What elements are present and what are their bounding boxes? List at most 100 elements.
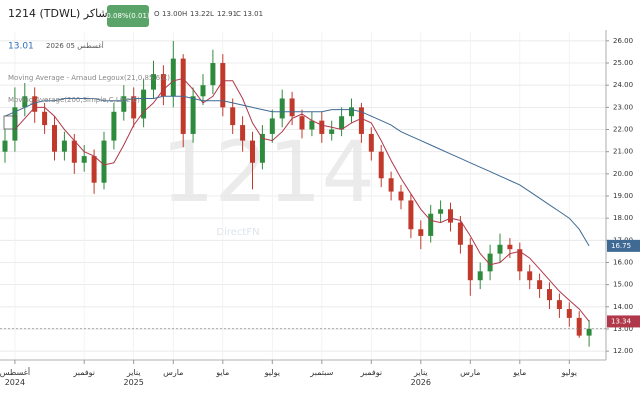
y-tick-label: 22.00 bbox=[613, 126, 633, 134]
candle-body bbox=[121, 96, 127, 112]
candle-body bbox=[556, 300, 562, 310]
candle-body bbox=[170, 58, 176, 97]
candle-body bbox=[190, 96, 196, 134]
candle-body bbox=[319, 120, 325, 134]
price-tag bbox=[607, 239, 640, 252]
candle-body bbox=[329, 129, 335, 134]
y-tick-label: 23.00 bbox=[613, 103, 633, 111]
ma-line bbox=[4, 95, 590, 247]
candle-body bbox=[408, 200, 414, 230]
candle-body bbox=[566, 309, 572, 318]
candle-body bbox=[42, 111, 48, 126]
brand: DirectFN bbox=[216, 227, 259, 238]
x-tick-label: مارس bbox=[163, 368, 184, 377]
ohlc-value: 13.01 bbox=[243, 10, 263, 18]
candle-body bbox=[250, 140, 255, 163]
candle-body bbox=[547, 289, 552, 301]
legend-entry: Moving Average - Arnaud Legoux(21,0.85,6… bbox=[8, 74, 170, 82]
ma-line bbox=[14, 77, 590, 322]
ohlc-label: H bbox=[182, 10, 187, 18]
price-tag-label: 13.34 bbox=[611, 317, 632, 325]
candle-body bbox=[378, 151, 384, 179]
candle-body bbox=[349, 107, 354, 117]
candle-body bbox=[12, 107, 18, 141]
change-badge-bg bbox=[107, 5, 149, 27]
candle-body bbox=[111, 111, 117, 141]
y-tick-label: 21.00 bbox=[613, 148, 633, 156]
x-tick-label: مايو bbox=[216, 368, 230, 377]
change-badge: 0.08%(0.01) bbox=[106, 12, 150, 20]
candle-body bbox=[160, 74, 166, 97]
legend-entry: Moving Average(200,Simple,C,Line,0) bbox=[8, 96, 140, 104]
candle-body bbox=[269, 118, 275, 134]
x-tick-label: مايو bbox=[513, 368, 527, 377]
y-tick-label: 26.00 bbox=[613, 37, 633, 45]
y-tick-label: 15.00 bbox=[613, 281, 633, 289]
candle-body bbox=[22, 96, 28, 108]
y-tick-label: 12.00 bbox=[613, 347, 633, 355]
y-tick-label: 13.00 bbox=[613, 325, 633, 333]
y-tick-label: 16.00 bbox=[613, 258, 633, 266]
candle-body bbox=[457, 222, 463, 245]
candle-body bbox=[527, 271, 533, 281]
ohlc-label: L bbox=[210, 10, 214, 18]
candle-body bbox=[259, 133, 265, 163]
ohlc-value: 13.22 bbox=[190, 10, 210, 18]
y-tick-label: 18.00 bbox=[613, 214, 633, 222]
ohlc-label: O bbox=[154, 10, 160, 18]
x-tick-label: نوفمبر bbox=[73, 368, 95, 377]
candle-body bbox=[537, 280, 543, 290]
collapse-box[interactable] bbox=[3, 115, 18, 130]
candle-body bbox=[358, 107, 364, 134]
price-tag bbox=[607, 315, 640, 328]
candle-body bbox=[339, 116, 345, 130]
candle-body bbox=[210, 63, 216, 86]
candle-body bbox=[230, 107, 236, 126]
candle-body bbox=[61, 140, 67, 152]
candle-body bbox=[151, 74, 156, 90]
candle-body bbox=[576, 317, 582, 336]
candle-body bbox=[398, 191, 404, 201]
x-tick-label: سبتمبر bbox=[310, 368, 334, 377]
x-tick-label: يوليو bbox=[264, 368, 280, 377]
ohlc-value: 12.91 bbox=[217, 10, 237, 18]
price-tag-label: 16.75 bbox=[611, 242, 631, 250]
ohlc-label: C bbox=[236, 10, 241, 18]
x-tick-label: نوفمبر bbox=[360, 368, 383, 377]
candle-body bbox=[507, 244, 513, 250]
candle-body bbox=[81, 156, 87, 163]
x-tick-label: يوليو bbox=[561, 368, 577, 377]
x-tick-label: مارس bbox=[460, 368, 481, 377]
y-tick-label: 19.00 bbox=[613, 192, 633, 200]
x-tick-label: أغسطس 2024 bbox=[0, 368, 31, 387]
date: أغسطس 05 2026 bbox=[46, 41, 104, 50]
candle-body bbox=[32, 96, 38, 112]
candle-body bbox=[2, 140, 8, 152]
y-tick-label: 24.00 bbox=[613, 81, 633, 89]
candle-body bbox=[388, 178, 394, 192]
candle-body bbox=[517, 249, 523, 272]
candle-body bbox=[299, 116, 305, 130]
candle-body bbox=[240, 125, 246, 141]
candle-body bbox=[368, 133, 374, 152]
y-tick-label: 25.00 bbox=[613, 59, 633, 67]
last-price: 13.01 bbox=[8, 42, 34, 52]
candle-body bbox=[418, 229, 424, 236]
candle-body bbox=[289, 98, 295, 117]
candle-body bbox=[279, 98, 285, 119]
candle-body bbox=[497, 244, 503, 254]
y-tick-label: 14.00 bbox=[613, 303, 633, 311]
candle-body bbox=[309, 120, 315, 130]
candle-body bbox=[586, 328, 592, 336]
candle-body bbox=[101, 140, 107, 183]
candle-body bbox=[200, 85, 206, 97]
candle-body bbox=[52, 125, 57, 152]
y-tick-label: 20.00 bbox=[613, 170, 633, 178]
x-tick-label: يناير 2025 bbox=[123, 368, 144, 387]
candle-body bbox=[438, 209, 444, 214]
candle-body bbox=[131, 96, 137, 119]
x-tick-label: يناير 2026 bbox=[410, 368, 431, 387]
